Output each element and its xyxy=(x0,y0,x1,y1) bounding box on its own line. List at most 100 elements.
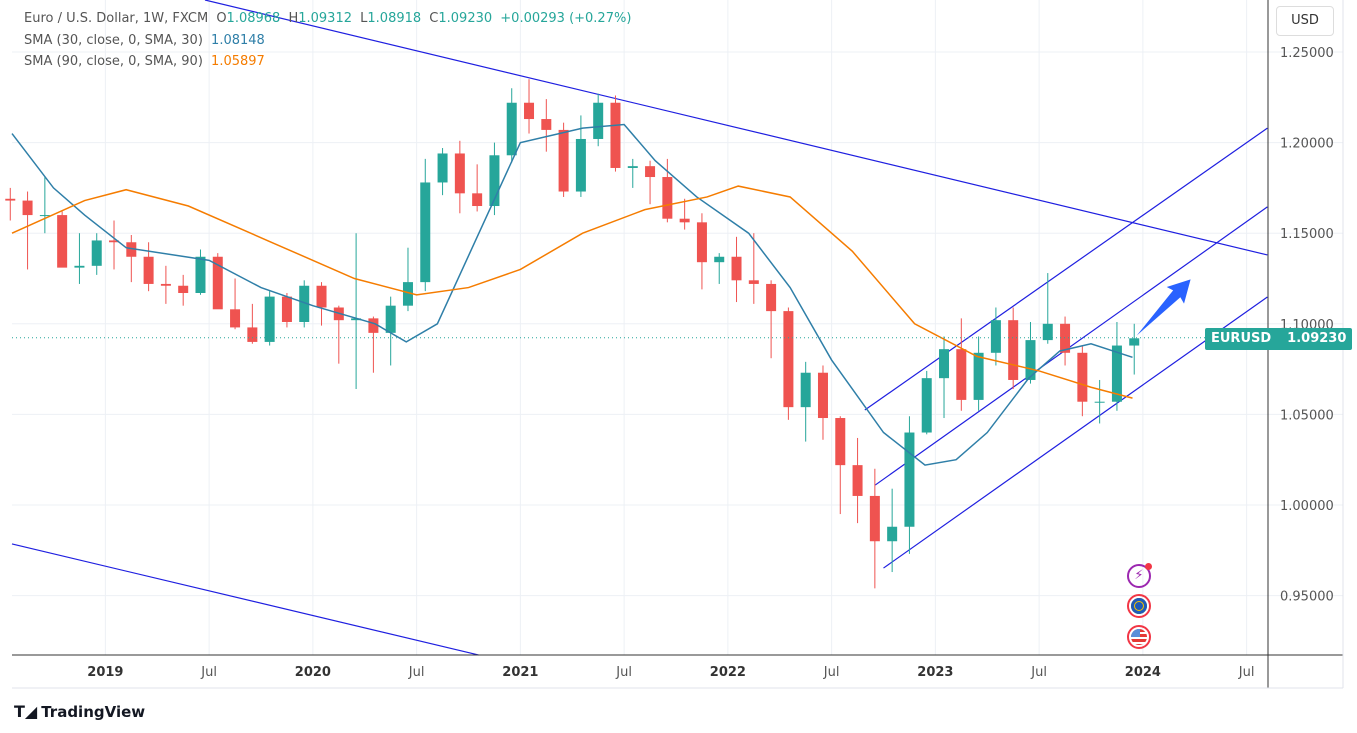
candle-body xyxy=(420,182,431,283)
price-tick-label: 1.05000 xyxy=(1280,408,1334,423)
grid xyxy=(12,0,1343,655)
candle-body xyxy=(1008,320,1019,380)
time-tick-label: Jul xyxy=(1030,665,1047,680)
candle-body xyxy=(316,285,327,308)
symbol-legend: Euro / U.S. Dollar, 1W, FXCM O1.08968 H1… xyxy=(24,11,635,26)
sma30-legend[interactable]: SMA (30, close, 0, SMA, 30) 1.08148 xyxy=(24,33,265,48)
candle-body xyxy=(748,280,759,284)
ohlc-open: O1.08968 xyxy=(216,11,281,26)
time-tick-label: 2019 xyxy=(87,665,123,680)
price-axis: 1.250001.200001.150001.100001.050001.000… xyxy=(1280,46,1334,605)
candle-body xyxy=(160,283,171,286)
candle-body xyxy=(195,256,206,293)
sma90-line xyxy=(11,185,1133,399)
channel-upper-line xyxy=(864,127,1268,411)
candle-body xyxy=(109,240,120,243)
candles xyxy=(5,79,1140,589)
sma-lines xyxy=(11,123,1133,466)
time-tick-label: Jul xyxy=(1238,665,1255,680)
candle-body xyxy=(437,153,448,183)
candle-body xyxy=(835,418,846,466)
candle-body xyxy=(74,265,85,268)
time-tick-label: Jul xyxy=(200,665,217,680)
candle-body xyxy=(990,320,1001,353)
price-tick-label: 1.20000 xyxy=(1280,137,1334,152)
candle-body xyxy=(1042,323,1053,341)
candle-body xyxy=(351,318,362,321)
candle-body xyxy=(593,102,604,139)
candle-body xyxy=(22,200,33,216)
drawings xyxy=(11,0,1268,656)
candle-body xyxy=(766,283,777,312)
symbol-description: Euro / U.S. Dollar, 1W, FXCM xyxy=(24,11,209,26)
arrow-drawing xyxy=(1128,271,1199,344)
channel-lower-line xyxy=(883,296,1268,569)
candle-body xyxy=(506,102,517,156)
ohlc-close: C1.09230 xyxy=(429,11,493,26)
candle-body xyxy=(368,318,379,333)
time-tick-label: 2020 xyxy=(295,665,331,680)
candle-body xyxy=(575,138,586,192)
candle-body xyxy=(299,285,310,322)
time-tick-label: 2021 xyxy=(502,665,538,680)
candle-body xyxy=(541,119,552,130)
currency-button[interactable]: USD xyxy=(1276,6,1334,36)
candle-body xyxy=(731,256,742,281)
time-tick-label: 2024 xyxy=(1125,665,1161,680)
candle-body xyxy=(143,256,154,284)
sma90-legend[interactable]: SMA (90, close, 0, SMA, 90) 1.05897 xyxy=(24,54,265,69)
candle-body xyxy=(869,495,880,542)
arrow-shape[interactable] xyxy=(1128,271,1199,344)
price-tick-label: 1.25000 xyxy=(1280,46,1334,61)
candle-body xyxy=(887,526,898,542)
candle-body xyxy=(212,256,223,310)
price-change: +0.00293 (+0.27%) xyxy=(500,11,632,26)
candle-body xyxy=(939,349,950,379)
candle-body xyxy=(921,378,932,433)
candle-body xyxy=(39,215,50,217)
candle-body xyxy=(472,193,483,207)
tradingview-logo[interactable]: 𝗧◢ TradingView xyxy=(14,702,145,721)
candle-body xyxy=(1025,340,1036,380)
candle-body xyxy=(696,222,707,263)
candle-body xyxy=(264,296,275,342)
candle-body xyxy=(956,349,967,400)
channel-middle-line xyxy=(874,206,1268,486)
candle-body xyxy=(610,102,621,168)
price-tick-label: 0.95000 xyxy=(1280,590,1334,605)
candle-body xyxy=(126,242,137,257)
candle-body xyxy=(91,240,102,266)
lightning-event-icon[interactable]: ⚡ xyxy=(1127,563,1152,588)
time-tick-label: 2022 xyxy=(710,665,746,680)
candle-body xyxy=(800,372,811,408)
sma30-value: 1.08148 xyxy=(211,33,265,48)
sma90-value: 1.05897 xyxy=(211,54,265,69)
candle-body xyxy=(1060,323,1071,353)
candle-body xyxy=(489,155,500,207)
eu-flag-icon[interactable] xyxy=(1127,594,1151,618)
candle-body xyxy=(973,352,984,400)
time-axis: 2019 Jul 2020 Jul 2021 Jul 2022 Jul 2023 Jul 2024 J… xyxy=(87,665,1254,680)
price-tick-label: 1.15000 xyxy=(1280,227,1334,242)
candle-body xyxy=(679,218,690,223)
candle-body xyxy=(230,309,241,328)
candle-body xyxy=(904,432,915,527)
candle-body xyxy=(524,102,535,120)
candle-body xyxy=(1129,338,1140,346)
candle-body xyxy=(385,305,396,333)
price-tag: EURUSD 1.09230 xyxy=(1205,328,1353,350)
candle-body xyxy=(645,166,656,178)
candle-body xyxy=(1077,352,1088,402)
candle-body xyxy=(281,296,292,322)
candle-body xyxy=(247,327,258,342)
ohlc-high: H1.09312 xyxy=(288,11,352,26)
candle-body xyxy=(402,282,413,306)
time-tick-label: Jul xyxy=(823,665,840,680)
falling-resistance-line xyxy=(204,0,1268,256)
tradingview-wordmark: TradingView xyxy=(41,702,146,721)
us-flag-icon[interactable] xyxy=(1127,625,1151,649)
candle-body xyxy=(5,198,16,201)
time-tick-label: Jul xyxy=(408,665,425,680)
